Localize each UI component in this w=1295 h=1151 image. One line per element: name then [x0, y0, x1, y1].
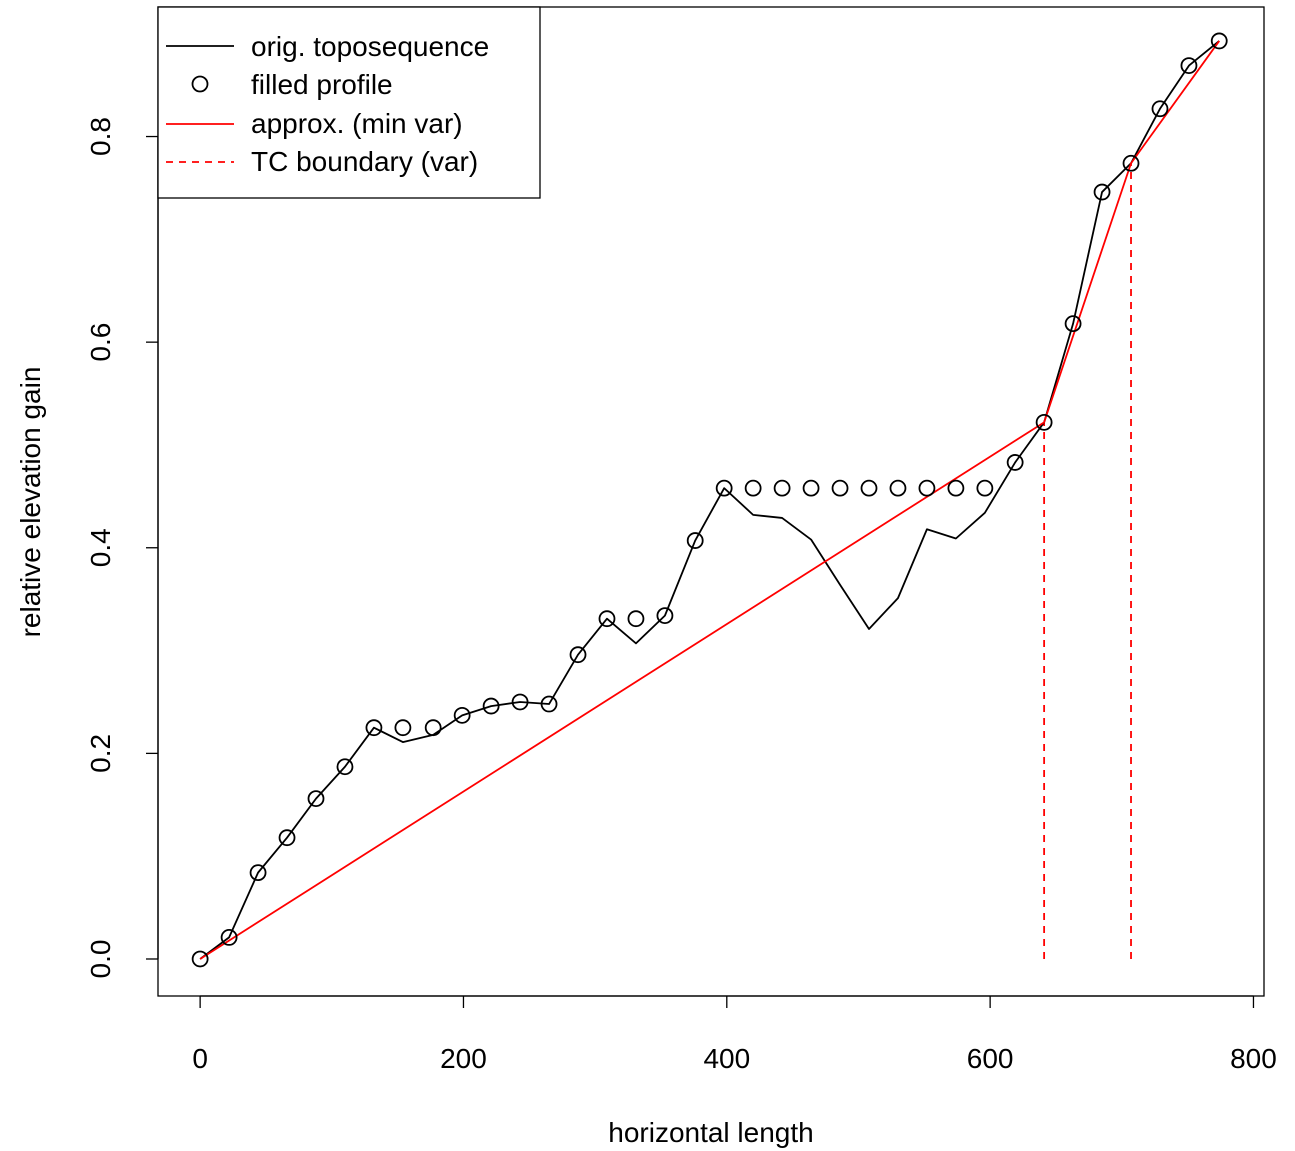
filled-profile-point — [947, 479, 965, 497]
filled-profile-point — [598, 610, 616, 628]
y-tick-label: 0.0 — [85, 940, 116, 979]
filled-profile-point — [802, 479, 820, 497]
y-tick-label: 0.4 — [85, 528, 116, 567]
filled-profile-point — [365, 719, 383, 737]
filled-profile-point — [1180, 57, 1198, 74]
legend-label-tc-boundary: TC boundary (var) — [251, 146, 478, 177]
filled-profile-point — [656, 607, 674, 625]
filled-profile-point — [278, 829, 296, 847]
legend-label-approx-min-var: approx. (min var) — [251, 108, 463, 139]
series-line-approx-min-var — [199, 40, 1220, 960]
y-tick-label: 0.2 — [85, 734, 116, 773]
legend-swatch-filled-profile — [191, 75, 209, 93]
filled-profile-point — [394, 719, 412, 737]
filled-profile-point — [773, 479, 791, 497]
filled-profile-point — [831, 479, 849, 497]
filled-profile-point — [1210, 32, 1228, 50]
filled-profile-point — [1006, 454, 1024, 471]
filled-profile-point — [860, 479, 878, 497]
filled-profile-point — [889, 479, 907, 497]
filled-profile-point — [307, 790, 325, 808]
legend-box — [157, 6, 541, 199]
filled-profile-point — [453, 706, 471, 724]
filled-profile-point — [540, 695, 558, 713]
filled-profile-point — [220, 929, 238, 946]
x-tick-label: 200 — [440, 1043, 487, 1074]
filled-profile-point — [744, 479, 762, 497]
filled-profile-point — [191, 950, 209, 968]
x-axis-label: horizontal length — [608, 1117, 813, 1148]
filled-profile-point — [1064, 315, 1082, 333]
y-axis-label: relative elevation gain — [15, 367, 46, 638]
filled-profile-point — [686, 532, 704, 549]
filled-profile-point — [336, 758, 354, 776]
filled-profile-point — [511, 693, 529, 711]
x-tick-label: 600 — [967, 1043, 1014, 1074]
legend-label-orig-toposequence: orig. toposequence — [251, 31, 489, 62]
filled-profile-point — [1035, 413, 1053, 431]
legend: orig. toposequence filled profile approx… — [157, 6, 541, 199]
filled-profile-point — [482, 697, 500, 715]
legend-label-filled-profile: filled profile — [251, 69, 393, 100]
y-tick-label: 0.8 — [85, 117, 116, 156]
filled-profile-point — [1122, 154, 1140, 172]
filled-profile-point — [1151, 100, 1169, 118]
x-axis: 0 200 400 600 800 — [192, 995, 1277, 1074]
x-tick-label: 400 — [703, 1043, 750, 1074]
x-tick-label: 800 — [1230, 1043, 1277, 1074]
tc-boundary-lines — [1043, 163, 1132, 959]
filled-profile-point — [424, 719, 442, 737]
filled-profile-point — [715, 479, 733, 497]
y-tick-label: 0.6 — [85, 323, 116, 362]
filled-profile-points — [191, 32, 1228, 968]
y-axis: 0.0 0.2 0.4 0.6 0.8 — [85, 117, 159, 979]
filled-profile-point — [976, 479, 994, 497]
x-tick-label: 0 — [192, 1043, 208, 1074]
filled-profile-point — [918, 479, 936, 497]
filled-profile-point — [569, 646, 587, 664]
filled-profile-point — [249, 864, 267, 882]
filled-profile-point — [1093, 183, 1111, 201]
filled-profile-point — [627, 610, 645, 628]
